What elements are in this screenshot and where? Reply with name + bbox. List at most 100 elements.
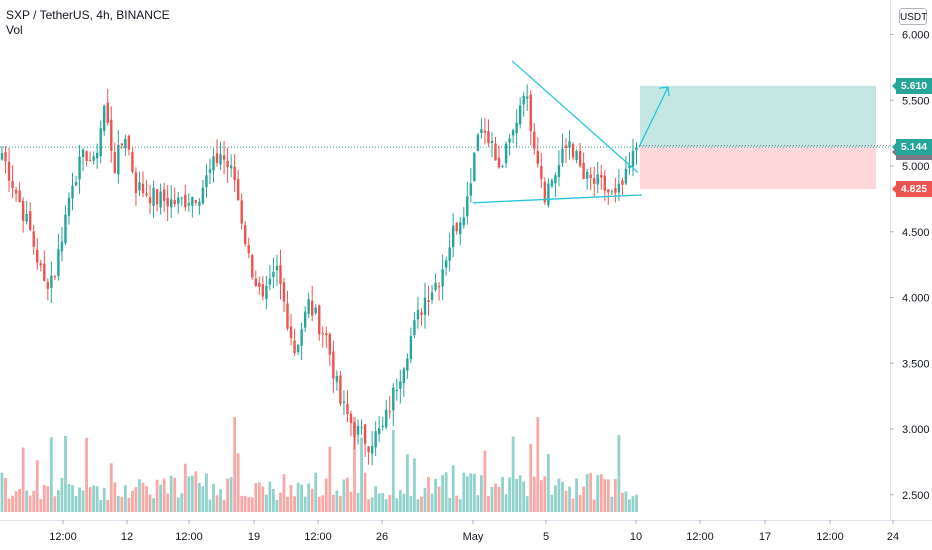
volume-bar — [635, 494, 638, 512]
candle-body — [71, 185, 74, 199]
volume-bar — [384, 499, 388, 512]
volume-indicator-label[interactable]: Vol — [6, 23, 23, 37]
candle-body — [399, 381, 402, 389]
candle-body — [568, 141, 571, 148]
volume-bar — [511, 436, 515, 512]
candle-body — [113, 152, 116, 173]
projection-arrow-head — [658, 86, 670, 97]
volume-bar — [423, 487, 427, 512]
candle-body — [251, 255, 254, 278]
volume-bar — [106, 499, 110, 512]
candle-body — [508, 138, 511, 143]
x-tick-label: 12:00 — [304, 531, 332, 543]
volume-bar — [480, 475, 483, 512]
volume-bar — [7, 498, 11, 512]
volume-bar — [494, 483, 497, 512]
x-tick-label: 12:00 — [816, 531, 844, 543]
volume-bar — [550, 494, 554, 512]
candle-body — [81, 149, 85, 158]
volume-bar — [413, 458, 416, 512]
volume-bar — [487, 495, 490, 512]
candle-body — [635, 147, 638, 151]
candle-body — [427, 300, 430, 302]
volume-bar — [21, 447, 25, 512]
candle-body — [448, 247, 451, 261]
volume-bar — [515, 478, 519, 512]
volume-bar — [437, 486, 441, 512]
candle-body — [162, 189, 166, 201]
volume-bar — [250, 497, 254, 512]
candle-body — [494, 143, 497, 161]
candle-body — [406, 358, 409, 371]
symbol-title[interactable]: SXP / TetherUS, 4h, BINANCE — [6, 8, 170, 22]
candle-body — [318, 305, 321, 335]
y-tick-label: 5.000 — [902, 161, 930, 173]
volume-bar — [377, 493, 381, 512]
candle-body — [236, 178, 240, 201]
candle-body — [515, 122, 518, 134]
x-tick-label: 26 — [376, 531, 388, 543]
candle-body — [547, 183, 550, 206]
volume-bar — [134, 487, 138, 512]
candle-body — [194, 200, 198, 203]
candle-body — [487, 131, 490, 144]
volume-bar — [585, 474, 589, 512]
candle-body — [522, 95, 525, 105]
y-tick-label: 3.500 — [902, 358, 930, 370]
volume-bar — [402, 493, 406, 512]
volume-bar — [282, 474, 286, 512]
volume-bar — [624, 491, 628, 512]
volume-bar — [169, 475, 173, 512]
x-tick-label: 19 — [248, 531, 260, 543]
volume-bar — [363, 472, 367, 512]
volume-bar — [342, 479, 346, 512]
volume-bar — [57, 490, 60, 512]
volume-bar — [490, 486, 494, 512]
volume-bar — [208, 499, 212, 512]
volume-bar — [360, 437, 363, 512]
volume-bar — [240, 495, 244, 512]
candle-body — [416, 310, 420, 320]
candle-body — [141, 183, 145, 194]
volume-bar — [346, 477, 349, 512]
volume-bar — [628, 499, 631, 512]
volume-bar — [64, 435, 67, 512]
volume-bar — [0, 472, 4, 512]
candle-body — [244, 225, 247, 244]
volume-bar — [430, 493, 434, 512]
candle-body — [46, 282, 50, 289]
volume-bar — [49, 437, 53, 512]
candle-body — [289, 326, 293, 339]
volume-bar — [504, 494, 508, 512]
candle-body — [631, 150, 635, 167]
candle-body — [557, 165, 561, 178]
volume-bar — [229, 477, 233, 512]
candle-body — [124, 138, 127, 149]
volume-bar — [257, 482, 261, 512]
volume-bar — [226, 478, 229, 512]
volume-bar — [469, 473, 473, 512]
y-tick-label: 5.500 — [902, 95, 930, 107]
candle-body — [321, 333, 324, 335]
volume-bar — [46, 486, 50, 512]
candle-body — [127, 135, 131, 150]
volume-bar — [95, 486, 99, 512]
currency-button[interactable]: USDT — [899, 8, 927, 25]
volume-bar — [367, 499, 370, 512]
candle-body — [85, 151, 88, 161]
candle-body — [511, 130, 515, 136]
candle-body — [444, 260, 448, 268]
volume-bar — [596, 475, 600, 512]
candle-body — [60, 241, 64, 252]
volume-bar — [166, 493, 170, 512]
candle-body — [39, 263, 42, 266]
volume-bar — [592, 499, 596, 512]
volume-bar — [599, 474, 603, 512]
volume-bar — [310, 488, 314, 512]
volume-bar — [331, 494, 335, 512]
volume-bar — [53, 496, 57, 512]
y-tick-label: 4.000 — [902, 293, 930, 305]
candle-body — [550, 180, 554, 187]
